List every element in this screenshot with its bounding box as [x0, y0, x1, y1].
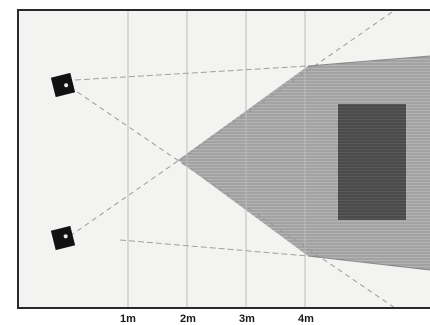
dispersion-line: [119, 239, 309, 257]
distance-marker-2m: 2m: [180, 313, 196, 325]
speaker-icon: [50, 72, 76, 98]
speaker-icon: [50, 225, 76, 251]
distance-marker-4m: 4m: [298, 313, 314, 325]
dispersion-line: [69, 9, 396, 237]
room-frame: [17, 9, 430, 309]
dispersion-line: [307, 55, 430, 67]
distance-marker-3m: 3m: [239, 313, 255, 325]
distance-marker-1m: 1m: [120, 313, 136, 325]
dispersion-line: [69, 86, 396, 309]
dispersion-line: [74, 65, 309, 81]
dispersion-line: [307, 255, 430, 271]
listening-zone: [338, 104, 406, 220]
